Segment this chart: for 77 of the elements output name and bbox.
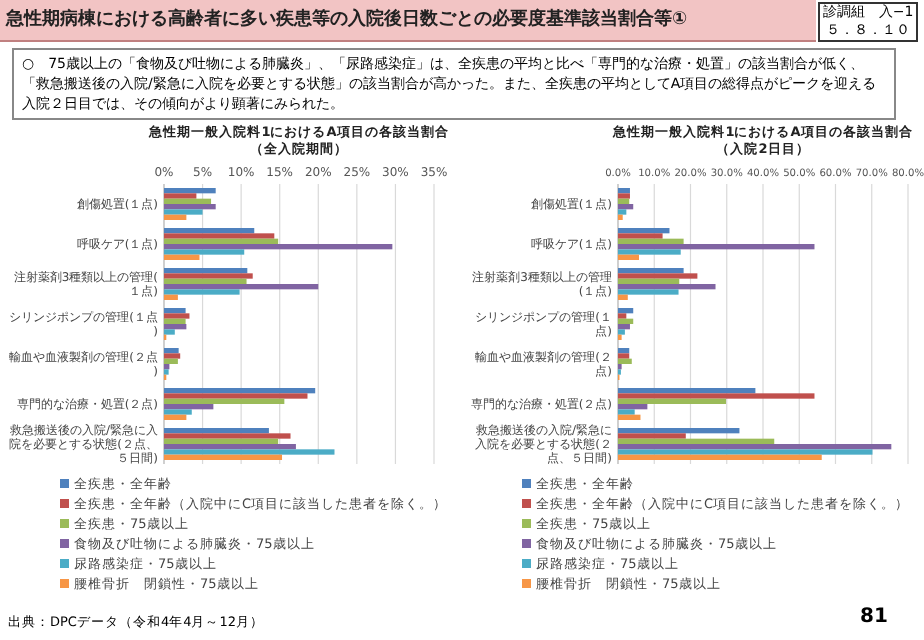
bar — [618, 353, 630, 359]
bar — [618, 438, 775, 444]
bar — [618, 404, 648, 410]
bar — [164, 393, 308, 399]
bar — [164, 204, 216, 210]
bar — [164, 438, 279, 444]
bar — [164, 188, 216, 194]
bar — [164, 454, 283, 460]
bar — [164, 198, 212, 204]
bar — [618, 414, 641, 420]
bar — [618, 433, 686, 439]
bar — [618, 273, 698, 279]
bar — [618, 444, 892, 450]
bar — [618, 409, 635, 415]
bar — [164, 273, 253, 279]
bar — [618, 254, 640, 260]
bar — [164, 294, 178, 300]
bar — [618, 324, 630, 330]
bar — [618, 204, 634, 210]
bar — [164, 313, 190, 319]
bar — [618, 238, 684, 244]
bar — [164, 209, 203, 215]
bar — [618, 318, 634, 324]
bar — [164, 409, 192, 415]
bar — [618, 398, 727, 404]
bar — [164, 433, 291, 439]
bar — [164, 329, 175, 335]
bar — [164, 228, 255, 234]
bar — [164, 233, 275, 239]
bar — [618, 284, 716, 290]
bar — [164, 214, 187, 220]
bar — [164, 268, 248, 274]
bar — [618, 188, 630, 194]
bar — [618, 193, 630, 199]
bar — [164, 238, 279, 244]
bar — [164, 404, 214, 410]
bar — [164, 398, 285, 404]
bar — [164, 193, 197, 199]
bar — [618, 278, 680, 284]
bar — [618, 358, 632, 364]
bar — [164, 353, 181, 359]
bar — [618, 268, 684, 274]
bar — [164, 249, 245, 255]
bar — [164, 308, 186, 314]
bar — [618, 294, 628, 300]
bar — [618, 393, 815, 399]
bar — [618, 388, 756, 394]
bar — [618, 233, 663, 239]
bar — [618, 449, 873, 455]
bar — [164, 358, 178, 364]
bar — [164, 278, 247, 284]
bar — [618, 289, 679, 295]
bar — [164, 254, 200, 260]
bar — [618, 428, 740, 434]
bar — [618, 198, 630, 204]
bar — [164, 289, 240, 295]
bar — [164, 414, 187, 420]
bar — [618, 308, 634, 314]
text: 81 — [860, 606, 888, 628]
bar — [618, 313, 627, 319]
bar — [618, 244, 815, 250]
bar — [164, 324, 187, 330]
bar — [164, 428, 269, 434]
text: 急性期病棟における高齢者に多い疾患等の入院後日数ごとの必要度基準該当割合等① — [0, 0, 816, 42]
bar — [618, 209, 627, 215]
bar — [164, 244, 393, 250]
bar — [618, 454, 822, 460]
bar — [164, 348, 179, 354]
bar — [618, 348, 630, 354]
bar — [164, 444, 296, 450]
bar — [618, 249, 681, 255]
bar — [164, 318, 186, 324]
bar — [164, 388, 316, 394]
bar — [164, 449, 335, 455]
bar — [164, 284, 319, 290]
bar — [618, 228, 670, 234]
bar — [618, 329, 625, 335]
